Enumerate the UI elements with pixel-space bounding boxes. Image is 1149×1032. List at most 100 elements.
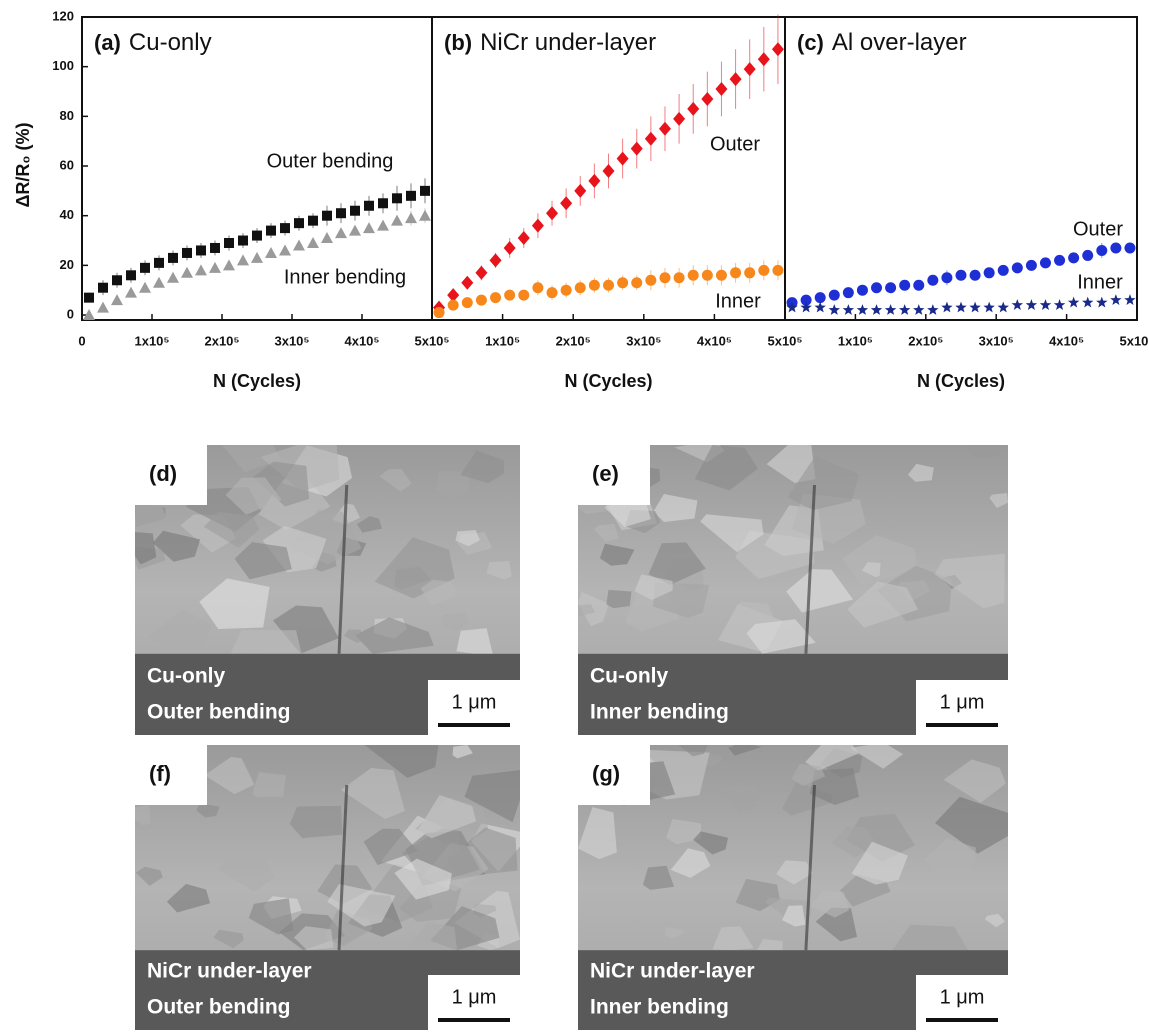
panel-label: (b) — [444, 30, 472, 55]
grain — [456, 628, 492, 654]
x-tick-label: 5x10⁵ — [1119, 333, 1149, 348]
marker — [1096, 245, 1107, 256]
grain — [606, 590, 631, 608]
marker — [420, 186, 430, 196]
image-caption: Outer bending — [147, 701, 291, 724]
marker — [1082, 297, 1093, 308]
marker — [181, 267, 193, 278]
panel-name: NiCr under-layer — [480, 29, 656, 56]
marker — [871, 282, 882, 293]
marker — [631, 277, 642, 288]
scale-label: 1 μm — [940, 691, 985, 713]
marker — [687, 102, 699, 116]
image-caption: NiCr under-layer — [590, 960, 755, 983]
marker — [588, 174, 600, 188]
marker — [252, 231, 262, 241]
marker — [1026, 299, 1037, 310]
y-tick-label: 60 — [60, 157, 74, 172]
marker — [589, 280, 600, 291]
marker — [97, 302, 109, 313]
marker — [941, 302, 952, 313]
marker — [294, 218, 304, 228]
marker — [631, 142, 643, 156]
panel-name: Al over-layer — [832, 29, 967, 56]
marker — [899, 280, 910, 291]
marker — [998, 302, 1009, 313]
x-tick-label: 3x10⁵ — [274, 333, 309, 348]
panel-title: (b) NiCr under-layer — [444, 29, 656, 56]
marker — [293, 239, 305, 250]
image-label: (f) — [149, 761, 171, 786]
scale-label: 1 μm — [452, 691, 497, 713]
marker — [688, 270, 699, 281]
scale-label: 1 μm — [940, 986, 985, 1008]
marker — [476, 295, 487, 306]
marker — [645, 275, 656, 286]
x-tick-label: 2x10⁵ — [204, 333, 239, 348]
marker — [504, 290, 515, 301]
marker — [674, 272, 685, 283]
marker — [1082, 250, 1093, 261]
marker — [335, 227, 347, 238]
y-tick-label: 100 — [52, 58, 74, 73]
scale-bar — [926, 723, 998, 727]
x-tick-label: 2x10⁵ — [556, 333, 591, 348]
y-tick-label: 120 — [52, 8, 74, 23]
marker — [195, 264, 207, 275]
marker — [154, 258, 164, 268]
annotation: Outer — [1073, 218, 1123, 240]
marker — [308, 216, 318, 226]
image-caption: Cu-only — [590, 665, 668, 688]
marker — [405, 212, 417, 223]
marker — [111, 294, 123, 305]
marker — [970, 270, 981, 281]
marker — [1040, 299, 1051, 310]
annotation: Outer bending — [267, 150, 394, 172]
image-label: (g) — [592, 761, 620, 786]
figure: 01x10⁵2x10⁵3x10⁵4x10⁵5x10⁵02040608010012… — [0, 0, 1149, 1032]
marker — [1040, 257, 1051, 268]
marker — [349, 225, 361, 236]
marker — [167, 272, 179, 283]
marker — [532, 282, 543, 293]
image-caption: Outer bending — [147, 996, 291, 1019]
panel-title: (c)Al over-layer — [797, 29, 967, 56]
marker — [659, 272, 670, 283]
annotation: Outer — [710, 133, 760, 155]
marker — [363, 222, 375, 233]
marker — [1012, 262, 1023, 273]
marker — [280, 223, 290, 233]
marker — [843, 304, 854, 315]
marker — [913, 280, 924, 291]
image-caption: Inner bending — [590, 701, 729, 724]
marker — [223, 259, 235, 270]
marker — [744, 62, 756, 76]
marker — [744, 267, 755, 278]
marker — [1124, 242, 1135, 253]
marker — [251, 252, 263, 263]
y-axis-label: ΔR/R₀ (%) — [13, 122, 33, 207]
x-tick-label: 1x10⁵ — [838, 333, 873, 348]
y-tick-label: 20 — [60, 257, 74, 272]
marker — [617, 152, 629, 166]
marker — [504, 241, 516, 255]
marker — [998, 265, 1009, 276]
marker — [1012, 299, 1023, 310]
marker — [857, 285, 868, 296]
marker — [546, 206, 558, 220]
marker — [603, 164, 615, 178]
panel-label: (a) — [94, 30, 121, 55]
marker — [265, 247, 277, 258]
marker — [462, 297, 473, 308]
marker — [560, 196, 572, 210]
x-tick-label: 4x10⁵ — [1049, 333, 1084, 348]
marker — [1026, 260, 1037, 271]
marker — [843, 287, 854, 298]
marker — [518, 290, 529, 301]
marker — [561, 285, 572, 296]
marker — [378, 198, 388, 208]
marker — [98, 283, 108, 293]
marker — [279, 244, 291, 255]
marker — [391, 215, 403, 226]
marker — [716, 270, 727, 281]
